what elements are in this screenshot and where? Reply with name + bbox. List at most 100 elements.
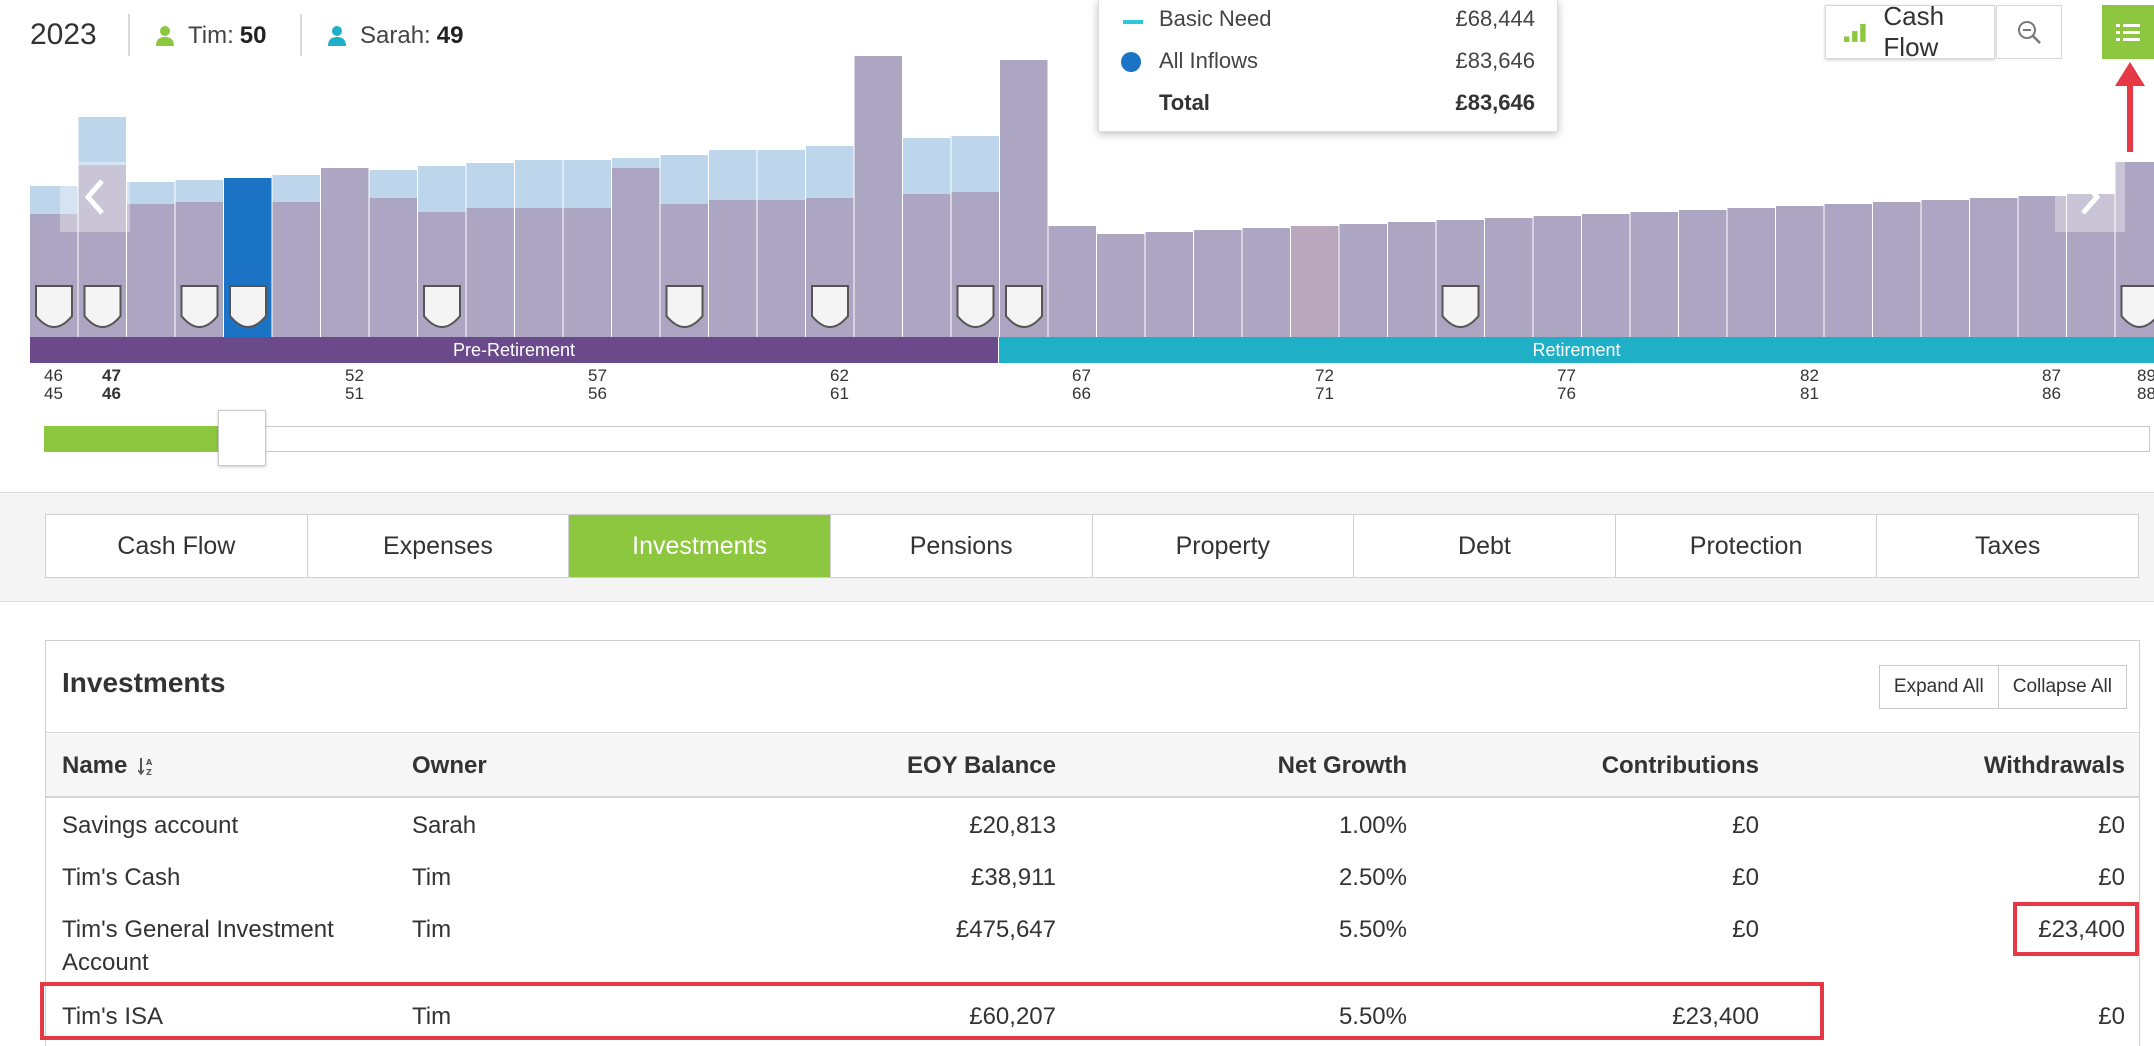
tab-expenses[interactable]: Expenses — [307, 515, 570, 577]
list-icon — [2116, 24, 2140, 41]
chart-bar[interactable] — [1339, 224, 1388, 337]
chart-bar[interactable] — [1388, 222, 1436, 337]
event-marker-icon[interactable] — [229, 285, 267, 328]
chart-bar[interactable] — [1145, 232, 1194, 337]
chart-bar[interactable] — [709, 200, 757, 337]
tab-investments[interactable]: Investments — [569, 515, 831, 577]
cell-balance: £475,647 — [955, 916, 1056, 943]
event-marker-icon[interactable] — [1005, 285, 1043, 328]
column-header-owner[interactable]: Owner — [412, 752, 487, 779]
chart-bar-shortfall[interactable] — [903, 138, 951, 194]
column-header-eoy-balance[interactable]: EOY Balance — [907, 752, 1056, 779]
chart-bar[interactable] — [1776, 206, 1824, 337]
chart-bar-shortfall[interactable] — [418, 166, 466, 212]
chart-bar-shortfall[interactable] — [369, 170, 418, 198]
column-header-withdrawals[interactable]: Withdrawals — [1983, 752, 2125, 779]
chart-bar[interactable] — [1970, 198, 2018, 337]
cell-contributions: £23,400 — [1672, 1003, 1759, 1030]
chart-svg — [30, 56, 2154, 337]
person-age: 50 — [239, 22, 267, 49]
cell-name: Tim's Cash — [62, 864, 181, 891]
zoom-button[interactable] — [1996, 5, 2062, 59]
chart-bar[interactable] — [1194, 230, 1242, 337]
chart-bar[interactable] — [1533, 216, 1582, 337]
cell-contributions: £0 — [1732, 916, 1759, 943]
timeline-slider-handle[interactable] — [218, 410, 266, 466]
table-row[interactable]: Savings account Sarah £20,813 1.00% £0 £… — [46, 809, 2139, 859]
timeline-slider-track[interactable] — [44, 426, 2150, 452]
expand-all-button[interactable]: Expand All — [1879, 666, 1999, 708]
chart-bar[interactable] — [2067, 194, 2115, 337]
chart-bar-shortfall[interactable] — [175, 180, 224, 202]
chart-bar[interactable] — [1824, 204, 1873, 337]
chart-bar[interactable] — [1097, 234, 1145, 337]
table-row[interactable]: Tim's General Investment Account Tim £47… — [46, 913, 2139, 993]
chart-bar[interactable] — [1630, 212, 1679, 337]
chart-bar-shortfall[interactable] — [30, 186, 78, 214]
event-marker-icon[interactable] — [423, 285, 461, 328]
collapse-all-button[interactable]: Collapse All — [1998, 666, 2126, 708]
chart-next-button[interactable] — [2055, 162, 2125, 232]
chart-bar-shortfall[interactable] — [951, 136, 1000, 192]
chart-bar[interactable] — [515, 208, 563, 337]
list-view-button[interactable] — [2102, 5, 2154, 59]
age-tick-tim: 57 — [588, 366, 607, 385]
cashflow-view-button[interactable]: Cash Flow — [1825, 1, 1995, 62]
tab-taxes[interactable]: Taxes — [1877, 515, 2138, 577]
chart-bar[interactable] — [1242, 228, 1291, 337]
event-marker-icon[interactable] — [811, 285, 849, 328]
chart-bar[interactable] — [127, 204, 175, 337]
chart-bar[interactable] — [321, 168, 369, 337]
person-icon — [156, 26, 174, 46]
chart-bar-shortfall[interactable] — [757, 150, 806, 200]
chart-bar[interactable] — [854, 56, 903, 337]
chart-bar[interactable] — [1485, 218, 1533, 337]
tab-property[interactable]: Property — [1092, 515, 1355, 577]
event-marker-icon[interactable] — [83, 285, 122, 328]
event-marker-icon[interactable] — [956, 285, 995, 328]
column-header-net-growth[interactable]: Net Growth — [1277, 752, 1407, 779]
chart-bar[interactable] — [757, 200, 806, 337]
chart-bar-shortfall[interactable] — [660, 155, 709, 204]
column-header-contributions[interactable]: Contributions — [1601, 752, 1759, 779]
chart-bar-shortfall[interactable] — [272, 175, 321, 202]
chart-bar-shortfall[interactable] — [806, 146, 854, 198]
chart-bar[interactable] — [1921, 200, 1970, 337]
chart-bar-shortfall[interactable] — [466, 163, 515, 208]
tab-pensions[interactable]: Pensions — [830, 515, 1093, 577]
chart-bar-shortfall[interactable] — [127, 182, 175, 204]
chart-prev-button[interactable] — [60, 162, 130, 232]
chart-bar[interactable] — [2018, 196, 2067, 337]
event-marker-icon[interactable] — [665, 285, 704, 328]
chart-bar[interactable] — [1048, 226, 1097, 337]
chart-bar[interactable] — [1582, 214, 1630, 337]
chart-bar[interactable] — [466, 208, 515, 337]
tab-protection[interactable]: Protection — [1615, 515, 1878, 577]
event-marker-icon[interactable] — [35, 285, 73, 328]
chart-bar[interactable] — [1727, 208, 1776, 337]
chart-bar[interactable] — [1291, 226, 1339, 337]
chart-bar[interactable] — [1679, 210, 1727, 337]
chart-bar[interactable] — [272, 202, 321, 337]
tab-cash-flow[interactable]: Cash Flow — [46, 515, 308, 577]
chart-bar-shortfall[interactable] — [709, 150, 757, 200]
chart-bar-shortfall[interactable] — [78, 117, 127, 165]
event-marker-icon[interactable] — [2120, 285, 2154, 328]
cashflow-chart[interactable] — [30, 0, 2154, 340]
event-marker-icon[interactable] — [1441, 285, 1480, 328]
zoom-out-icon — [2018, 21, 2041, 44]
chart-bar[interactable] — [903, 194, 951, 337]
chart-bar-shortfall[interactable] — [515, 160, 563, 208]
chart-bar[interactable] — [612, 168, 660, 337]
tab-debt[interactable]: Debt — [1354, 515, 1616, 577]
sort-icon: AZ — [137, 758, 153, 777]
table-row[interactable]: Tim's ISA Tim £60,207 5.50% £23,400 £0 — [46, 1000, 2139, 1046]
chart-bar[interactable] — [369, 198, 418, 337]
table-row[interactable]: Tim's Cash Tim £38,911 2.50% £0 £0 — [46, 861, 2139, 911]
chart-bar-shortfall[interactable] — [563, 160, 612, 208]
chart-bar-shortfall[interactable] — [612, 158, 660, 168]
chart-bar[interactable] — [563, 208, 612, 337]
chart-bar[interactable] — [1873, 202, 1921, 337]
event-marker-icon[interactable] — [180, 285, 219, 328]
